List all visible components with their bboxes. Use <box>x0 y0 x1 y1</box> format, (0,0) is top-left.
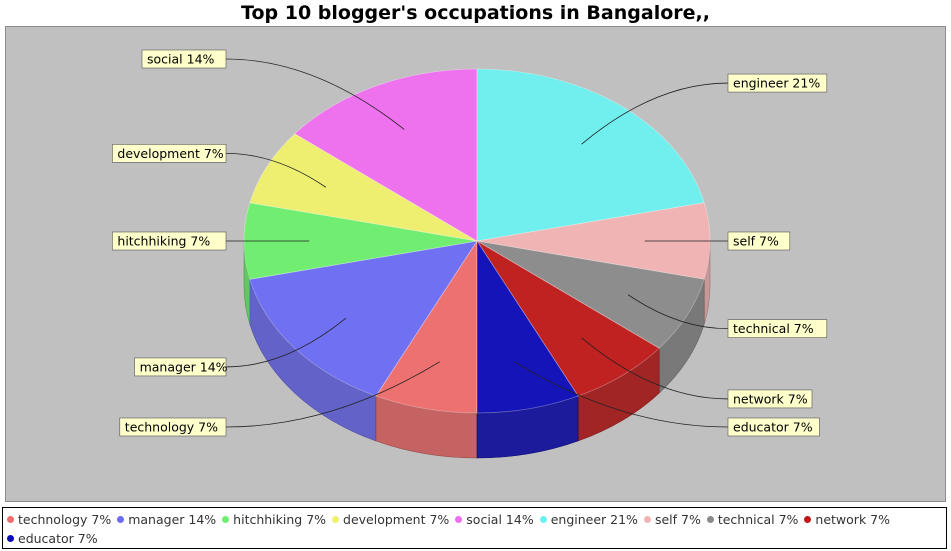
slice-label-box-self <box>727 231 791 251</box>
slice-label-network: network 7% <box>733 391 808 406</box>
slice-label-box-manager <box>134 357 227 377</box>
leader-line-development <box>225 152 327 188</box>
pie-slice-manager[interactable] <box>249 240 478 397</box>
pie-side-network <box>577 347 660 442</box>
leader-line-technology <box>225 361 440 428</box>
legend-label: self 7% <box>654 512 701 527</box>
slice-label-engineer: engineer 21% <box>733 76 820 91</box>
pie-slice-engineer[interactable] <box>476 68 705 242</box>
slice-label-box-technical <box>727 319 828 338</box>
slice-label-box-social <box>141 49 227 69</box>
pie-slice-technical[interactable] <box>476 240 705 349</box>
slice-label-technical: technical 7% <box>733 321 814 336</box>
leader-line-social <box>225 58 405 130</box>
legend-item-technical: technical 7% <box>706 510 799 529</box>
slice-label-development: development 7% <box>117 146 223 161</box>
legend-swatch <box>455 516 463 523</box>
slice-label-box-technology <box>119 417 227 437</box>
leader-line-technical <box>627 294 729 330</box>
slice-label-box-engineer <box>727 73 828 93</box>
pie-side-educator <box>476 395 579 459</box>
legend-label: development 7% <box>343 512 450 527</box>
pie-chart: technology 7% manager 14% hitchhiking 7% de… <box>112 49 828 459</box>
legend-swatch <box>7 535 14 542</box>
legend-swatch <box>706 516 714 523</box>
legend-swatch <box>7 516 14 523</box>
legend-item-technology: technology 7% <box>7 510 111 529</box>
pie-slice-development[interactable] <box>249 133 478 242</box>
slice-label-manager: manager 14% <box>140 359 228 374</box>
legend-label: network 7% <box>815 512 890 527</box>
legend-label: manager 14% <box>128 512 217 527</box>
legend-swatch <box>643 516 651 523</box>
legend-label: technology 7% <box>18 512 112 527</box>
legend-item-engineer: engineer 21% <box>539 510 638 529</box>
pie-slice-social[interactable] <box>294 68 478 242</box>
pie-slice-educator[interactable] <box>476 239 579 414</box>
leader-line-engineer <box>581 82 729 145</box>
legend-swatch <box>117 516 125 523</box>
legend-label: engineer 21% <box>550 512 638 527</box>
slice-label-box-network <box>727 389 813 409</box>
legend-label: technical 7% <box>717 512 799 527</box>
legend-swatch <box>804 516 812 523</box>
legend-item-self: self 7% <box>643 510 701 529</box>
leader-line-educator <box>514 361 729 428</box>
legend-item-educator: educator 7% <box>7 529 98 548</box>
plot-area: technology 7% manager 14% hitchhiking 7% de… <box>5 26 946 502</box>
chart-title: Top 10 blogger's occupations in Bangalor… <box>241 2 710 24</box>
legend-label: hitchhiking 7% <box>233 512 327 527</box>
legend-swatch <box>539 516 547 523</box>
slice-label-social: social 14% <box>147 52 215 67</box>
slice-label-technology: technology 7% <box>125 420 218 435</box>
legend-swatch <box>222 516 230 523</box>
legend-label: social 14% <box>466 512 534 527</box>
slice-label-box-hitchhiking <box>112 231 227 251</box>
slice-label-hitchhiking: hitchhiking 7% <box>117 234 210 249</box>
legend-swatch <box>332 516 340 523</box>
leader-line-network <box>581 337 729 400</box>
legend-item-manager: manager 14% <box>117 510 216 529</box>
legend-item-social: social 14% <box>455 510 534 529</box>
leader-line-manager <box>225 317 347 368</box>
legend-item-network: network 7% <box>804 510 890 529</box>
legend-label: educator 7% <box>18 531 98 546</box>
legend: technology 7% manager 14% hitchhiking 7% de… <box>2 507 947 549</box>
slice-label-box-educator <box>727 417 820 437</box>
legend-item-hitchhiking: hitchhiking 7% <box>222 510 326 529</box>
slice-label-self: self 7% <box>733 234 779 249</box>
slice-label-educator: educator 7% <box>733 420 813 435</box>
slice-label-box-development <box>112 144 227 163</box>
pie-slice-technology[interactable] <box>375 239 478 414</box>
legend-item-development: development 7% <box>332 510 449 529</box>
